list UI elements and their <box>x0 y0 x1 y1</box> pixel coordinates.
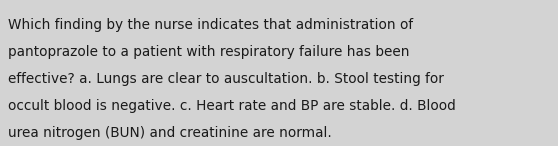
Text: effective? a. Lungs are clear to auscultation. b. Stool testing for: effective? a. Lungs are clear to auscult… <box>8 72 444 86</box>
Text: urea nitrogen (BUN) and creatinine are normal.: urea nitrogen (BUN) and creatinine are n… <box>8 126 332 140</box>
Text: Which finding by the nurse indicates that administration of: Which finding by the nurse indicates tha… <box>8 18 413 32</box>
Text: pantoprazole to a patient with respiratory failure has been: pantoprazole to a patient with respirato… <box>8 45 410 59</box>
Text: occult blood is negative. c. Heart rate and BP are stable. d. Blood: occult blood is negative. c. Heart rate … <box>8 99 456 113</box>
